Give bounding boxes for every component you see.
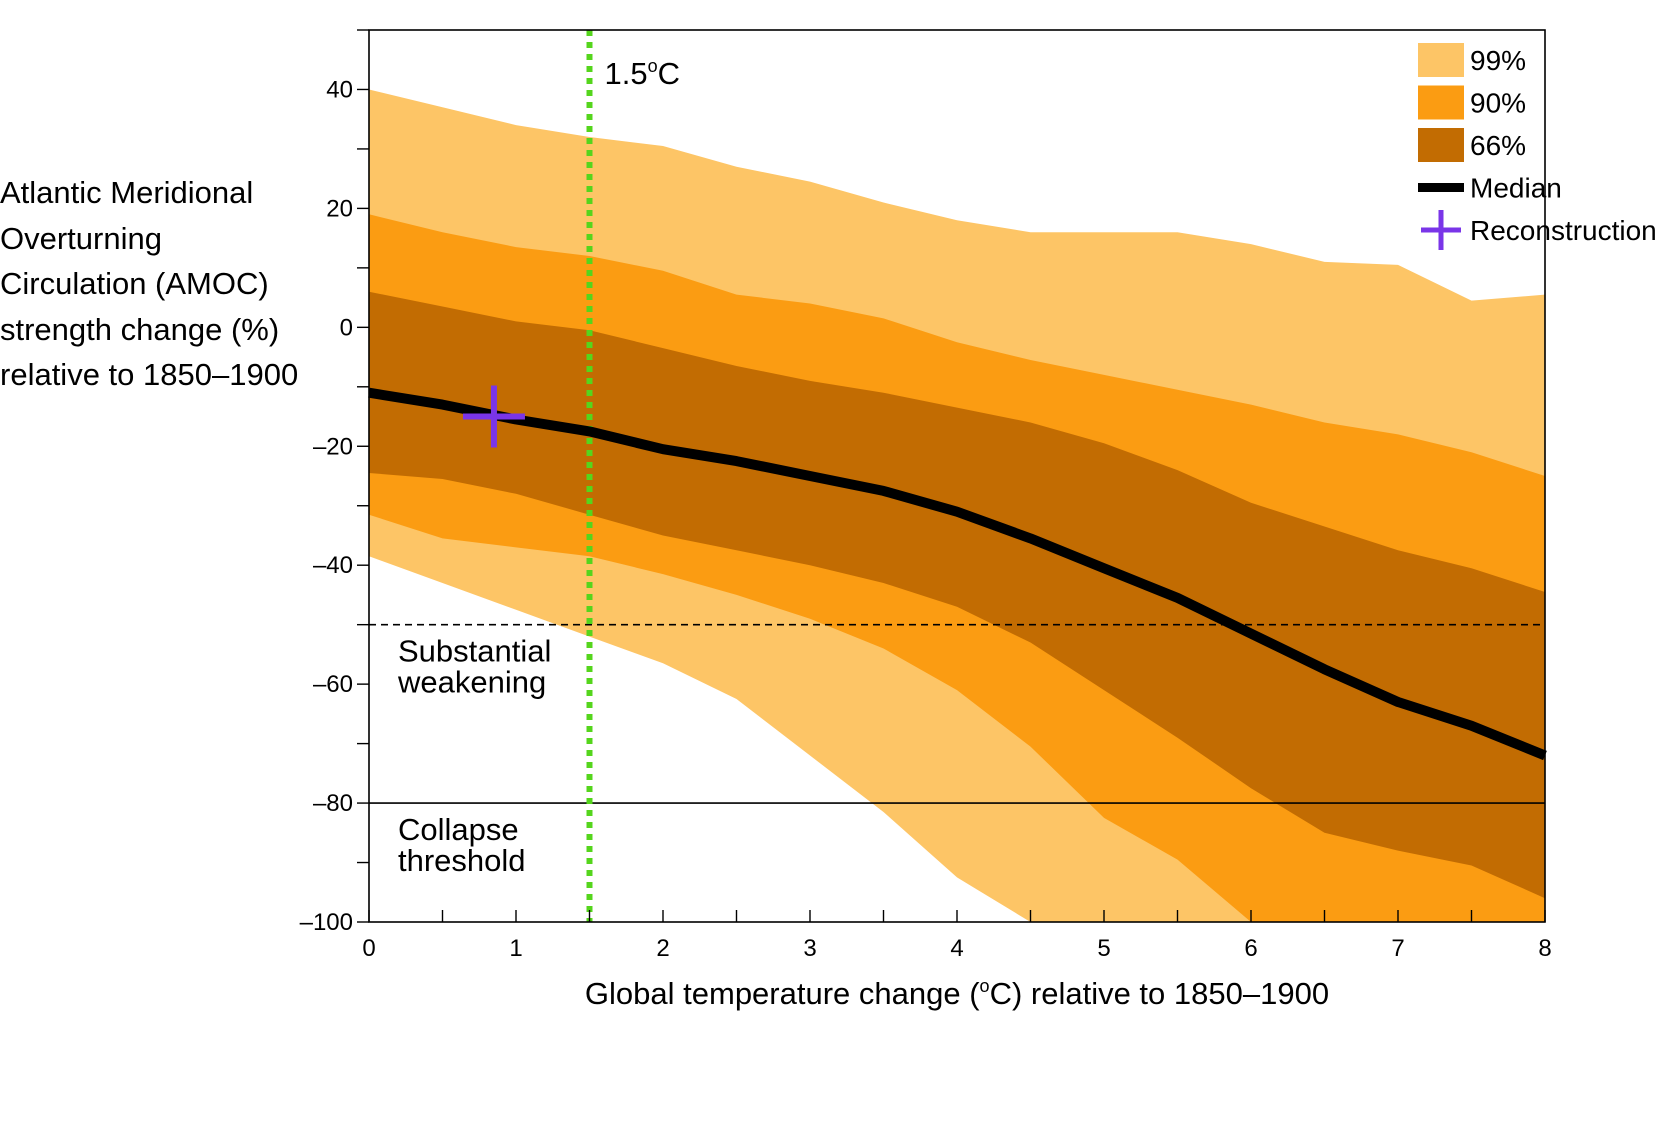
legend-swatch (1418, 85, 1464, 120)
threshold-label-line: Collapse (398, 812, 519, 847)
reference-line-label: 1.5oC (605, 56, 681, 91)
axes: 40 20 0 –20 –40 –60 –80 –100 0 1 2 3 4 5 6 7 8 (300, 29, 1552, 962)
x-tick-label: 1 (509, 935, 522, 962)
x-tick-label: 0 (362, 935, 375, 962)
legend-label: 99% (1470, 45, 1526, 76)
y-tick-label: –100 (300, 909, 353, 936)
y-tick-label: –80 (313, 790, 353, 817)
y-axis-label: Atlantic Meridional Overturning Circulatio… (0, 170, 298, 398)
threshold-label-line: Substantial (398, 634, 551, 669)
legend-label: 66% (1470, 130, 1526, 161)
x-tick-label: 8 (1538, 935, 1551, 962)
y-axis-label-line: Circulation (AMOC) (0, 266, 269, 301)
y-axis-label-line: strength change (%) (0, 311, 280, 347)
legend: 99% 90% 66% Median Reconstruction (1418, 43, 1657, 250)
y-tick-label: 40 (326, 76, 353, 103)
legend-label: Reconstruction (1470, 215, 1657, 246)
x-tick-label: 6 (1244, 935, 1257, 962)
y-tick-label: 20 (326, 195, 353, 222)
legend-swatch (1418, 43, 1464, 77)
reference-line-group: 1.5oC (586, 30, 681, 922)
legend-label: 90% (1470, 88, 1526, 119)
y-tick-label: –60 (313, 671, 353, 698)
median-group (368, 387, 1547, 761)
x-tick-label: 2 (656, 935, 669, 962)
x-tick-label: 4 (950, 935, 963, 962)
y-axis-label-line: Atlantic Meridional (0, 175, 254, 210)
y-tick-label: –40 (313, 552, 353, 579)
uncertainty-bands (369, 89, 1545, 923)
reconstruction-group (462, 385, 525, 448)
median-line (368, 387, 1547, 761)
x-tick-label: 7 (1391, 935, 1404, 962)
legend-label: Median (1470, 173, 1562, 204)
x-axis-label: Global temperature change (oC) relative … (585, 976, 1329, 1011)
y-axis-label-line: relative to 1850–1900 (0, 357, 299, 392)
threshold-label-line: weakening (397, 665, 546, 700)
y-tick-label: –20 (313, 433, 353, 460)
y-tick-label: 0 (340, 314, 353, 341)
x-tick-label: 3 (803, 935, 816, 962)
legend-swatch (1418, 128, 1464, 162)
y-axis-label-line: Overturning (0, 220, 162, 256)
x-tick-label: 5 (1097, 935, 1110, 962)
threshold-label-line: threshold (398, 843, 526, 878)
band-66pct (369, 291, 1545, 899)
